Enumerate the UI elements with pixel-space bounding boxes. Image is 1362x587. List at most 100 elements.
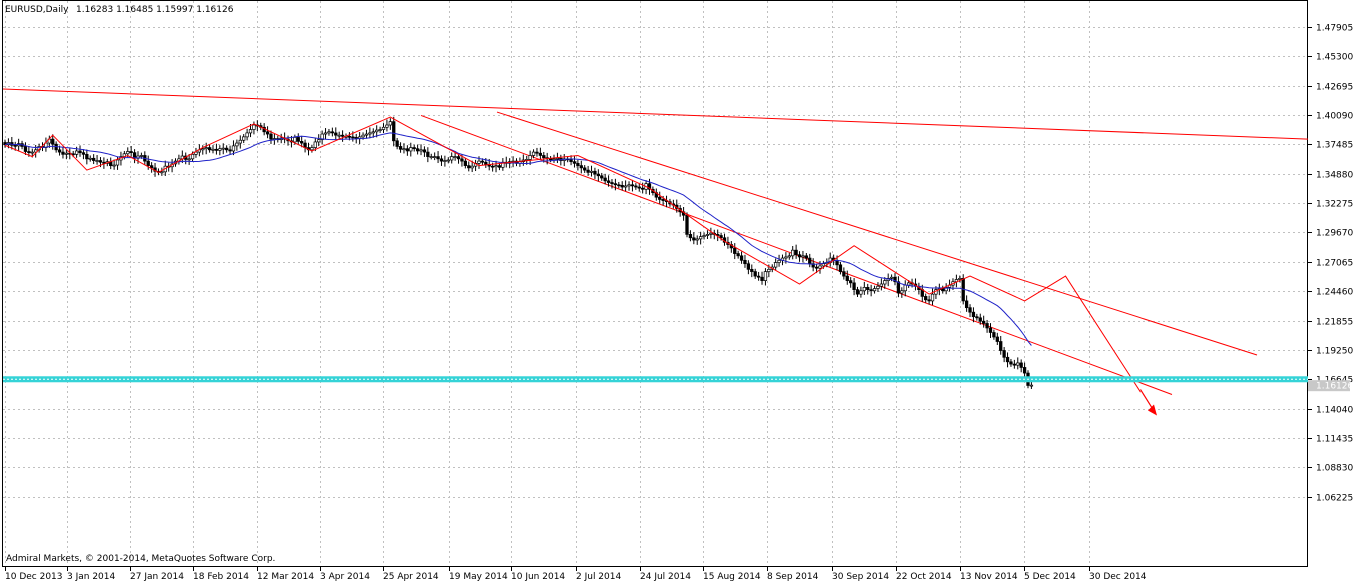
candle-body — [405, 148, 410, 152]
candle-body — [27, 151, 31, 153]
candle-body — [603, 177, 607, 182]
candle-body — [378, 129, 382, 131]
candle-body — [695, 238, 699, 241]
candle-body — [978, 317, 982, 322]
candle-body — [777, 259, 781, 263]
candle-body — [845, 275, 849, 281]
candle-body — [395, 140, 399, 147]
current-price-tag: 1.16126 — [1308, 380, 1353, 392]
candle-body — [381, 126, 386, 130]
trendline[interactable] — [496, 111, 1258, 356]
candle-body — [692, 237, 696, 241]
candle-body — [98, 160, 103, 163]
candle-body — [658, 196, 662, 200]
candle-body — [804, 255, 808, 259]
candle-body — [470, 165, 474, 169]
candle-body — [228, 149, 232, 152]
candle-body — [589, 170, 594, 173]
candle-body — [869, 289, 873, 292]
candle-body — [23, 146, 28, 152]
candle-body — [985, 323, 989, 329]
candle-body — [1019, 362, 1023, 368]
candle-body — [364, 133, 369, 136]
candle-body — [371, 131, 375, 134]
price-tick-label: 1.14040 — [1316, 406, 1353, 416]
candle-body — [576, 163, 580, 166]
candle-body — [412, 147, 416, 150]
candle-body — [204, 147, 208, 150]
candle-body — [814, 266, 819, 269]
candle-body — [218, 148, 222, 151]
candle-body — [327, 131, 331, 134]
candle-body — [862, 287, 866, 292]
candle-body — [838, 264, 843, 272]
candle-body — [490, 165, 495, 168]
trendline[interactable] — [2, 88, 1309, 140]
candle-body — [433, 156, 437, 158]
time-tick-label: 19 May 2014 — [449, 572, 508, 582]
candle-body — [900, 290, 904, 294]
price-tag-label: 1.16126 — [1316, 382, 1353, 392]
price-tick-label: 1.06225 — [1316, 494, 1353, 504]
candle-body — [610, 182, 614, 185]
candle-body — [794, 249, 798, 256]
candle-body — [388, 121, 392, 126]
candle-body — [146, 160, 150, 166]
candle-body — [739, 255, 744, 261]
candle-body — [207, 147, 212, 151]
candle-body — [422, 149, 427, 153]
candle-body — [221, 147, 225, 150]
price-tick-label: 1.34880 — [1316, 171, 1353, 181]
candle-body — [627, 184, 631, 187]
candle-body — [971, 311, 976, 318]
candle-body — [1002, 350, 1006, 358]
price-tick-label: 1.45300 — [1316, 53, 1353, 63]
candle-body — [709, 232, 713, 235]
candle-body — [51, 138, 55, 145]
candle-body — [988, 327, 993, 333]
support-band[interactable] — [3, 376, 1308, 383]
time-tick-label: 15 Aug 2014 — [703, 572, 761, 582]
candle-body — [456, 156, 461, 160]
candle-body — [419, 149, 423, 152]
time-tick-label: 3 Jan 2014 — [67, 572, 115, 582]
candle-body — [57, 149, 62, 153]
candle-body — [317, 139, 321, 143]
price-tick-label: 1.27065 — [1316, 259, 1353, 269]
candle-body — [409, 147, 413, 152]
candle-body — [337, 134, 341, 137]
time-tick-label: 5 Dec 2014 — [1024, 572, 1076, 582]
time-tick-label: 25 Apr 2014 — [383, 572, 439, 582]
candle-body — [443, 160, 447, 162]
candle-body — [542, 155, 546, 159]
candle-body — [320, 133, 324, 141]
candle-body — [818, 265, 822, 269]
candle-body — [924, 296, 928, 301]
candle-body — [641, 187, 645, 190]
candle-body — [879, 283, 884, 287]
time-tick-label: 13 Nov 2014 — [960, 572, 1018, 582]
candle-body — [637, 186, 641, 189]
candle-body — [538, 152, 543, 156]
candle-body — [855, 289, 860, 295]
time-tick-label: 18 Feb 2014 — [193, 572, 249, 582]
candle-body — [586, 169, 590, 173]
price-tick-label: 1.32275 — [1316, 200, 1353, 210]
candle-body — [883, 280, 887, 285]
candle-body — [385, 124, 389, 128]
candle-body — [334, 132, 338, 136]
candle-body — [552, 158, 556, 161]
candle-body — [774, 262, 778, 268]
candle-body — [415, 148, 420, 152]
time-tick-label: 12 Mar 2014 — [257, 572, 314, 582]
candle-body — [361, 134, 365, 138]
candle-body — [593, 170, 597, 175]
candle-body — [64, 152, 69, 155]
time-tick-label: 27 Jan 2014 — [130, 572, 184, 582]
candle-body — [572, 161, 577, 164]
candle-body — [450, 156, 454, 161]
candle-body — [446, 159, 450, 162]
candle-body — [579, 165, 583, 169]
candle-body — [982, 320, 986, 324]
